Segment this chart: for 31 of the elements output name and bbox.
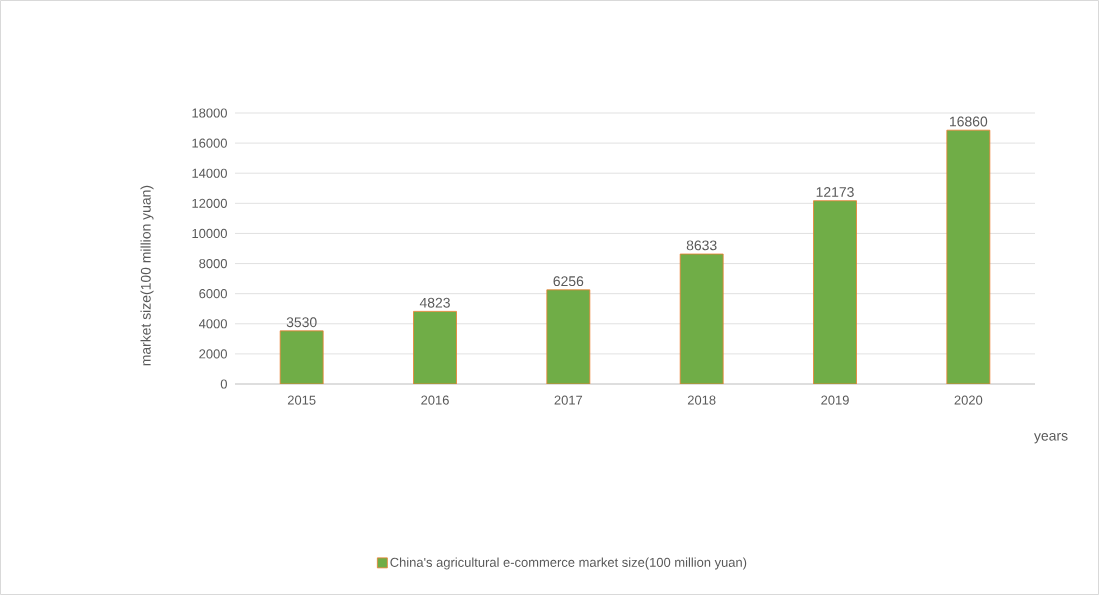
y-tick-label: 6000 (199, 289, 227, 299)
bar (946, 129, 991, 384)
x-tick-label: 2015 (287, 395, 316, 405)
x-tick-label: 2019 (821, 395, 849, 405)
y-tick-label: 12000 (192, 198, 227, 208)
data-label: 8633 (686, 240, 717, 251)
legend-label: China's agricultural e-commerce market size(100 million yuan) (390, 557, 747, 570)
x-tick-label: 2016 (421, 395, 449, 405)
data-label: 6256 (553, 276, 584, 287)
bar (813, 200, 857, 384)
y-tick-label: 0 (220, 379, 227, 389)
x-tick-label: 2020 (954, 395, 983, 405)
y-tick-label: 4000 (198, 319, 227, 329)
x-tick-label: 2018 (687, 395, 716, 405)
data-label: 12173 (816, 187, 854, 198)
x-axis-title: years (1033, 432, 1068, 444)
x-tick-label: 2017 (554, 395, 583, 405)
y-tick-label: 2000 (199, 349, 227, 359)
data-label: 3530 (286, 317, 317, 328)
bar (679, 253, 724, 384)
y-tick-label: 8000 (199, 258, 227, 269)
y-axis-title: market size(100 million yuan) (140, 185, 154, 366)
data-label: 16860 (950, 116, 988, 127)
bar (279, 330, 324, 384)
y-tick-label: 10000 (192, 228, 227, 239)
y-tick-label: 16000 (192, 138, 227, 148)
data-label: 4823 (419, 297, 450, 308)
bar (546, 289, 591, 384)
y-tick-label: 14000 (192, 168, 227, 178)
bar (413, 310, 457, 384)
y-tick-label: 18000 (192, 108, 227, 118)
